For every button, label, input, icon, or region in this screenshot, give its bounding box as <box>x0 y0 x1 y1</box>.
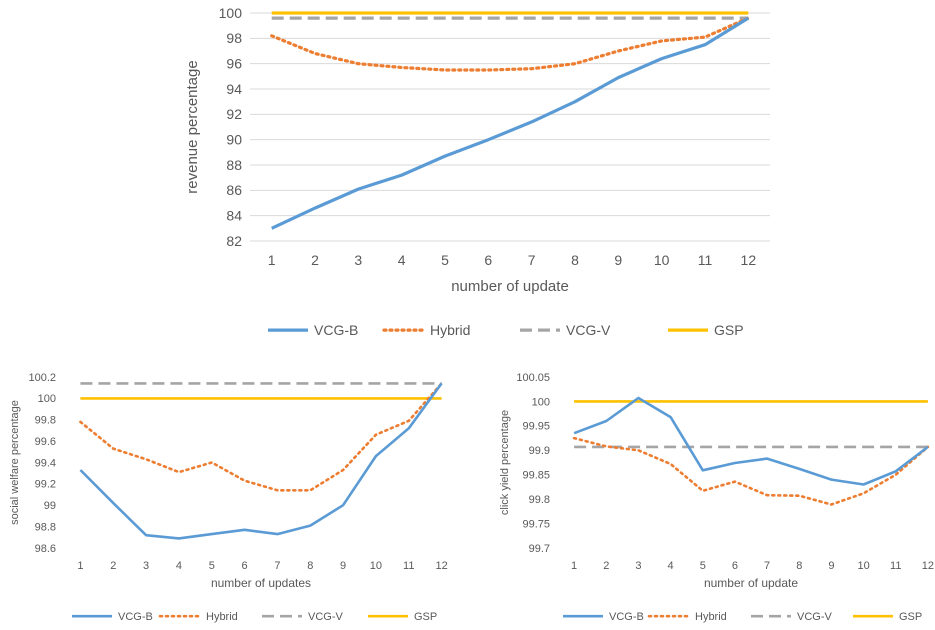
x-tick-label: 6 <box>732 560 738 572</box>
y-tick-label: 99.2 <box>35 479 56 491</box>
y-tick-label: 99.85 <box>522 470 550 482</box>
y-tick-label: 100.2 <box>28 372 56 384</box>
x-tick-label: 2 <box>311 252 319 268</box>
y-tick-label: 86 <box>226 182 242 198</box>
legend-label-gsp: GSP <box>899 611 922 623</box>
x-tick-label: 9 <box>828 560 834 572</box>
x-tick-label: 4 <box>398 252 406 268</box>
y-tick-label: 100 <box>532 396 550 408</box>
y-tick-label: 98 <box>226 30 242 46</box>
y-tick-label: 99.8 <box>529 494 550 506</box>
series-line-vcg-b <box>79 382 443 540</box>
y-axis-label: click yield percentage <box>499 410 511 515</box>
legend-label-gsp: GSP <box>414 611 437 623</box>
legend-label-vcg-v: VCG-V <box>797 611 833 623</box>
y-tick-label: 99.95 <box>522 421 550 433</box>
legend-label-hybrid: Hybrid <box>206 611 238 623</box>
x-tick-label: 3 <box>143 560 149 572</box>
x-tick-label: 11 <box>698 252 713 268</box>
x-tick-label: 7 <box>274 560 280 572</box>
y-tick-label: 99 <box>44 500 56 512</box>
y-tick-label: 99.9 <box>529 445 550 457</box>
x-tick-label: 1 <box>268 252 276 268</box>
x-tick-label: 2 <box>603 560 609 572</box>
y-tick-label: 88 <box>226 157 242 173</box>
series-line-hybrid <box>79 382 443 492</box>
series-line-hybrid <box>572 436 930 506</box>
y-tick-label: 99.75 <box>522 518 550 530</box>
y-tick-label: 99.8 <box>35 415 56 427</box>
x-tick-label: 2 <box>110 560 116 572</box>
x-tick-label: 11 <box>403 560 414 572</box>
x-tick-label: 10 <box>370 560 382 572</box>
legend-label-vcg-b: VCG-B <box>609 611 644 623</box>
x-tick-label: 1 <box>77 560 83 572</box>
y-axis-label: revenue percentage <box>184 60 201 193</box>
x-tick-label: 8 <box>796 560 802 572</box>
y-tick-label: 99.6 <box>35 436 56 448</box>
x-axis-label: number of updates <box>211 576 311 590</box>
legend-label-vcg-b: VCG-B <box>314 322 358 338</box>
x-tick-label: 5 <box>441 252 449 268</box>
legend-label-hybrid: Hybrid <box>430 322 470 338</box>
x-tick-label: 12 <box>741 252 757 268</box>
legend-label-vcg-v: VCG-V <box>308 611 344 623</box>
x-tick-label: 6 <box>242 560 248 572</box>
x-tick-label: 1 <box>571 560 577 572</box>
y-tick-label: 84 <box>226 208 242 224</box>
legend-label-hybrid: Hybrid <box>695 611 727 623</box>
y-tick-label: 82 <box>226 233 242 249</box>
y-tick-label: 94 <box>226 81 242 97</box>
series-line-vcg-b <box>573 396 929 486</box>
legend-label-vcg-b: VCG-B <box>118 611 153 623</box>
x-tick-label: 9 <box>614 252 622 268</box>
y-axis-label: social welfare percentage <box>9 400 21 525</box>
y-tick-label: 100.05 <box>516 372 550 384</box>
y-tick-label: 99.7 <box>529 543 550 555</box>
x-tick-label: 4 <box>668 560 674 572</box>
x-tick-label: 3 <box>354 252 362 268</box>
y-tick-label: 90 <box>226 132 242 148</box>
x-tick-label: 12 <box>435 560 447 572</box>
y-tick-label: 100 <box>38 393 56 405</box>
x-tick-label: 8 <box>571 252 579 268</box>
y-tick-label: 100 <box>219 5 243 21</box>
x-tick-label: 11 <box>890 560 901 572</box>
x-axis-label: number of update <box>451 278 569 295</box>
series-line-hybrid <box>270 16 750 72</box>
x-tick-label: 10 <box>654 252 670 268</box>
y-tick-label: 98.6 <box>35 543 56 555</box>
y-tick-label: 99.4 <box>35 457 56 469</box>
legend-label-gsp: GSP <box>714 322 744 338</box>
x-tick-label: 5 <box>209 560 215 572</box>
legend-label-vcg-v: VCG-V <box>566 322 611 338</box>
x-tick-label: 12 <box>922 560 934 572</box>
x-tick-label: 6 <box>484 252 492 268</box>
x-tick-label: 4 <box>176 560 182 572</box>
x-tick-label: 7 <box>764 560 770 572</box>
x-axis-label: number of update <box>704 576 798 590</box>
x-tick-label: 7 <box>528 252 536 268</box>
y-tick-label: 92 <box>226 106 242 122</box>
y-tick-label: 98.8 <box>35 521 56 533</box>
x-tick-label: 8 <box>307 560 313 572</box>
series-line-vcg-b <box>271 16 750 230</box>
x-tick-label: 5 <box>700 560 706 572</box>
x-tick-label: 3 <box>635 560 641 572</box>
x-tick-label: 10 <box>857 560 869 572</box>
x-tick-label: 9 <box>340 560 346 572</box>
y-tick-label: 96 <box>226 56 242 72</box>
